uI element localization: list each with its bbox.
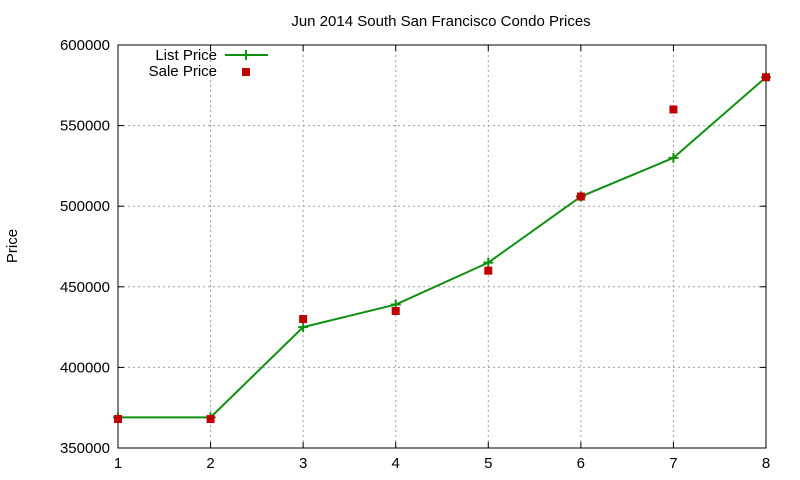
y-tick-label: 450000: [60, 279, 110, 296]
sale-price-point: [391, 306, 400, 315]
legend-marker-sale-price: [242, 68, 250, 76]
sale-price-point: [299, 315, 308, 324]
x-tick-label: 1: [114, 455, 122, 472]
y-tick-label: 500000: [60, 198, 110, 215]
x-tick-label: 2: [206, 455, 214, 472]
plot-area-frame: [117, 44, 767, 449]
x-tick-label: 6: [577, 455, 585, 472]
series-layer: [113, 72, 771, 423]
chart-title: Jun 2014 South San Francisco Condo Price…: [291, 13, 590, 30]
y-axis-label: Price: [4, 229, 21, 263]
sale-price-point: [576, 192, 585, 201]
list-price-line: [118, 76, 767, 419]
x-tick-label: 4: [392, 455, 400, 472]
y-tick-label: 550000: [60, 118, 110, 135]
legend-marker-list-price: [241, 50, 251, 60]
x-tick-label: 7: [669, 455, 677, 472]
x-tick-label: 8: [762, 455, 770, 472]
x-tick-label: 3: [299, 455, 307, 472]
sale-price-point: [484, 266, 493, 275]
y-tick-label: 350000: [60, 440, 110, 457]
sale-price-point: [206, 414, 215, 423]
axis-ticks: 1 2 3 4 5 6 7 8 350000 400000 450000 500000 550000 60…: [60, 37, 770, 472]
sale-price-point: [762, 73, 770, 82]
sale-price-point: [669, 105, 678, 114]
x-tick-label: 5: [484, 455, 492, 472]
y-tick-label: 400000: [60, 359, 110, 376]
sale-price-point: [114, 414, 122, 423]
legend-label-sale-price: Sale Price: [149, 63, 217, 80]
y-tick-label: 600000: [60, 37, 110, 54]
grid-lines: [118, 45, 766, 448]
legend-label-list-price: List Price: [155, 47, 217, 64]
list-price-point: [483, 257, 494, 268]
list-price-point: [668, 152, 679, 163]
list-price-point: [298, 322, 309, 333]
